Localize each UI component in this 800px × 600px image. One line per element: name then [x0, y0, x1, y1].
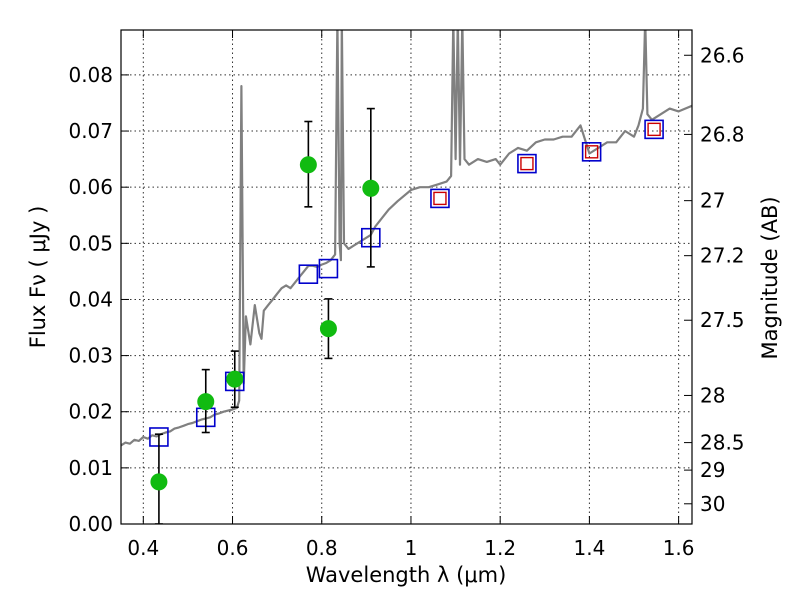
- ticks: 0.4 0.6 0.8 1 1.2 1.4 1.6 0.00 0.01 0.02 0.03 0.04 0…: [68, 30, 745, 560]
- right-tick-label: 27.2: [700, 244, 745, 268]
- y-tick-label: 0.04: [68, 287, 113, 311]
- right-tick-label: 28.5: [700, 431, 745, 455]
- plot-frame: [120, 29, 693, 525]
- y-tick-label: 0.00: [68, 512, 113, 536]
- y-tick-label: 0.07: [68, 119, 113, 143]
- filter-inner-square: [647, 122, 661, 137]
- y-tick-label: 0.03: [68, 344, 113, 368]
- filter-inner-square: [520, 156, 534, 171]
- model-photometry-square: [430, 188, 450, 209]
- model-photometry-square: [581, 142, 602, 162]
- x-axis-title: Wavelength λ (μm): [306, 563, 507, 587]
- right-tick-label: 26.6: [700, 43, 745, 67]
- observed-point: [299, 156, 317, 174]
- right-tick-label: 29: [700, 458, 725, 482]
- observed-point: [362, 179, 380, 197]
- x-tick-label: 0.6: [217, 536, 249, 560]
- x-tick-label: 0.4: [127, 536, 159, 560]
- right-tick-label: 27: [700, 189, 725, 213]
- sed-model-line: [121, 30, 692, 447]
- right-tick-label: 26.8: [700, 122, 745, 146]
- y-tick-label: 0.08: [68, 63, 113, 87]
- right-tick-label: 27.5: [700, 308, 745, 332]
- x-tick-label: 1: [405, 536, 418, 560]
- observed-point: [197, 393, 215, 411]
- x-tick-label: 1.6: [663, 536, 695, 560]
- x-tick-label: 0.8: [306, 536, 338, 560]
- x-tick-label: 1.2: [484, 536, 516, 560]
- model-photometry-square: [318, 258, 339, 279]
- y-tick-label: 0.06: [68, 175, 113, 199]
- y-axis-title: Flux Fν ( μJy ): [26, 206, 50, 349]
- plot-area: [121, 30, 692, 524]
- observed-point: [319, 320, 337, 338]
- y-tick-label: 0.05: [68, 231, 113, 255]
- model-photometry-square: [298, 264, 319, 284]
- observed-point: [226, 370, 244, 388]
- observed-point: [150, 473, 168, 491]
- x-tick-label: 1.4: [573, 536, 605, 560]
- right-tick-label: 28: [700, 383, 725, 407]
- filter-inner-square: [584, 145, 599, 159]
- right-y-axis-title: Magnitude (AB): [758, 196, 782, 359]
- model-photometry-square: [517, 153, 537, 174]
- model-photometry-square: [644, 119, 664, 140]
- filter-inner-square: [433, 191, 447, 206]
- y-tick-label: 0.01: [68, 456, 113, 480]
- right-tick-label: 30: [700, 492, 725, 516]
- series-group: [121, 30, 692, 524]
- y-tick-label: 0.02: [68, 400, 113, 424]
